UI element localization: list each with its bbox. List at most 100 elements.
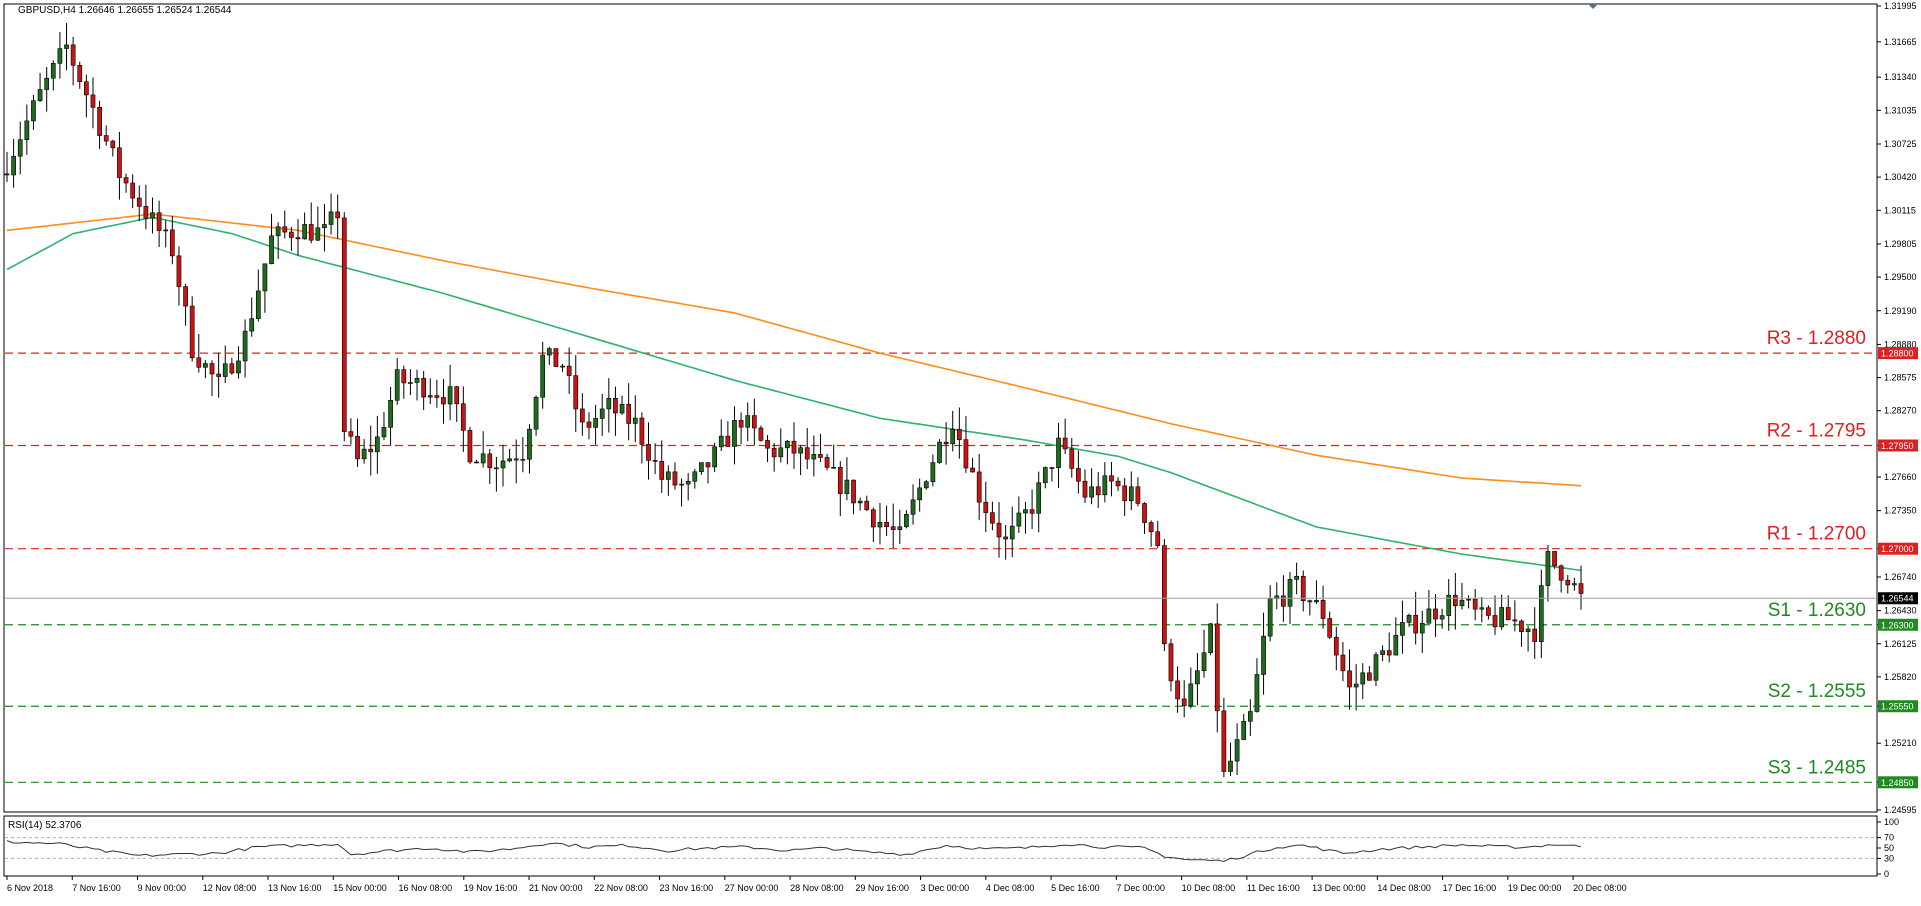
candle-bullish [937,441,942,463]
candle-bullish [361,448,367,460]
candle-bullish [203,363,208,368]
candle-bullish [1016,512,1022,527]
candle-bearish [1413,614,1419,634]
candle-bearish [824,457,830,468]
candle-bullish [394,369,400,401]
candle-bearish [1367,672,1372,681]
candle-bearish [289,231,294,238]
candle-bearish [818,454,823,458]
candle-bearish [573,375,579,410]
candle-bearish [169,229,175,257]
candle-bearish [672,471,678,486]
candle-bullish [37,89,43,101]
candle-bullish [718,435,724,448]
candle-bearish [1003,536,1008,540]
x-tick-label: 19 Dec 00:00 [1508,883,1562,893]
level-price-tag [1878,542,1918,555]
candle-bullish [1261,635,1266,675]
candle-bearish [1347,670,1352,688]
level-label: S3 - 1.2485 [1768,757,1866,778]
candle-bearish [725,435,731,447]
candle-bullish [1400,622,1405,636]
candle-bullish [665,471,671,480]
candle-bullish [811,454,817,460]
y-tick-label: 1.26125 [1884,639,1917,649]
candle-bullish [560,365,565,368]
candle-bearish [335,211,341,219]
candle-bearish [77,64,83,83]
candle-bullish [923,481,929,489]
candle-bullish [1294,575,1299,580]
candle-bearish [1552,551,1557,567]
x-tick-label: 14 Dec 08:00 [1377,883,1431,893]
candle-bullish [1545,551,1551,586]
candlesticks [4,23,1584,778]
x-tick-label: 20 Dec 08:00 [1573,883,1627,893]
symbol-label: GBPUSD,H4 1.26646 1.26655 1.26524 1.2654… [18,5,232,16]
level-label: S1 - 1.2630 [1768,600,1866,621]
candle-bearish [348,431,354,437]
candle-bearish [216,373,221,377]
candle-bearish [229,363,235,374]
candle-bearish [441,397,446,405]
y-tick-label: 1.28880 [1884,339,1917,349]
candle-bullish [375,436,380,453]
candle-bullish [249,318,255,332]
candle-bullish [619,403,625,414]
rsi-tick-label: 0 [1884,869,1889,879]
level-price-tag [1878,439,1918,452]
candle-bearish [1155,531,1161,546]
candle-bullish [1023,509,1028,514]
candle-bearish [804,447,810,460]
candle-bullish [1446,594,1452,616]
candle-bullish [877,522,883,528]
price-pane-frame [3,3,1878,813]
current-price-marker: 1.26544 [5,592,1918,605]
candle-bullish [1036,482,1042,514]
candle-bearish [1512,619,1518,622]
level-price-tag [1878,776,1918,789]
candle-bullish [897,526,903,530]
candle-bearish [4,173,10,176]
candle-bearish [837,467,843,494]
candle-bearish [553,348,559,367]
x-tick-label: 11 Dec 16:00 [1247,883,1300,893]
y-tick-label: 1.26430 [1884,606,1917,616]
candle-bullish [57,48,63,64]
shift-marker-icon[interactable] [1588,4,1598,9]
candle-bullish [1426,608,1432,624]
candle-bearish [1162,545,1167,645]
candle-bearish [864,500,870,511]
candle-bearish [401,369,407,384]
level-label: S2 - 1.2555 [1768,681,1866,702]
candle-bearish [976,471,982,503]
candle-bullish [1419,623,1425,634]
level-price-tag-text: 1.27000 [1881,544,1914,554]
candle-bullish [31,100,36,122]
support-resistance-levels: R3 - 1.2880 1.28800 R2 - 1.2795 1.27950 R1 -… [5,328,1918,789]
candle-bullish [1234,739,1240,762]
candle-bearish [765,440,770,449]
rsi-line [6,840,1582,863]
y-tick-label: 1.24595 [1884,805,1917,815]
y-tick-label: 1.25210 [1884,738,1917,748]
candle-bearish [1069,448,1075,469]
x-tick-label: 22 Nov 08:00 [594,883,648,893]
candle-bearish [434,395,440,398]
candle-bullish [242,330,248,362]
candle-bearish [467,430,473,463]
candle-bullish [1499,607,1504,628]
candle-bearish [84,81,89,96]
candle-bearish [474,461,479,464]
y-tick-label: 1.30420 [1884,172,1917,182]
candle-bearish [1029,509,1035,514]
candle-bullish [275,226,281,237]
candle-bearish [1214,623,1220,712]
candle-bullish [1128,486,1134,502]
candle-bearish [1281,595,1286,607]
candle-bullish [1406,614,1412,623]
candle-bullish [1459,599,1465,607]
candle-bearish [956,428,962,440]
